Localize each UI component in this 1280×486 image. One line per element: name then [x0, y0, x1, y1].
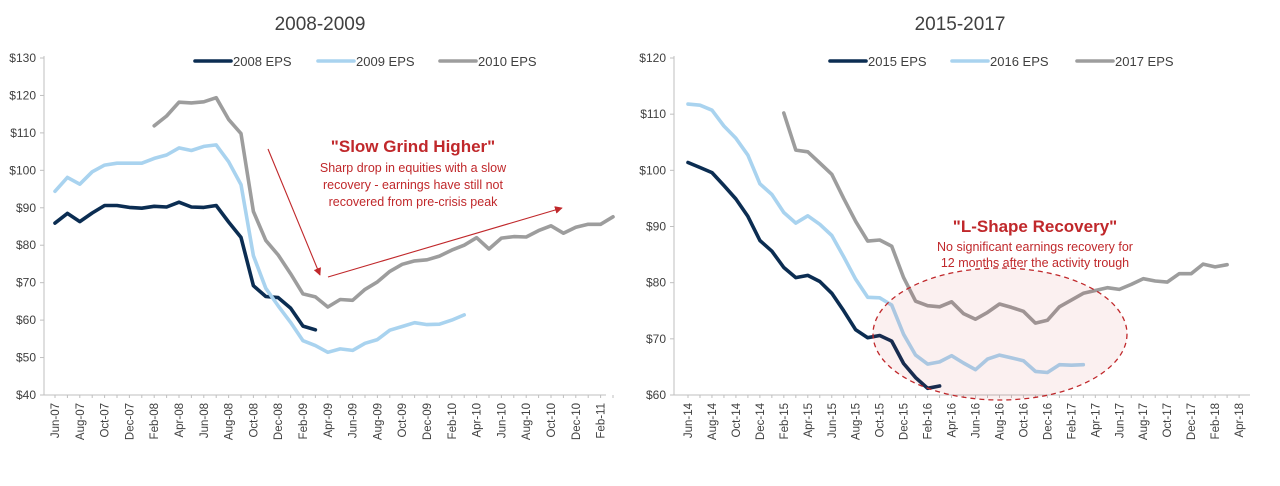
x-tick-label: Feb-15 [779, 403, 791, 439]
y-tick-label: $100 [9, 163, 36, 177]
x-tick-label: Feb-08 [149, 403, 161, 439]
x-tick-label: Apr-09 [323, 403, 335, 438]
x-tick-label: Oct-15 [875, 403, 887, 438]
x-tick-label: Apr-17 [1090, 403, 1102, 438]
x-tick-label: Feb-11 [596, 403, 608, 439]
y-tick-label: $100 [639, 163, 666, 177]
x-tick-label: Jun-14 [683, 402, 695, 438]
x-tick-label: Feb-09 [298, 403, 310, 439]
annotation-text-line: No significant earnings recovery for [937, 240, 1133, 254]
x-tick-label: Jun-07 [50, 403, 62, 438]
x-tick-label: Jun-10 [496, 403, 508, 438]
y-tick-label: $70 [646, 332, 666, 346]
chart-panel-1: 2008-2009 $40 $50 $60 $70 $80 $90 $100 $110 $120 $… [9, 14, 615, 440]
y-tick-label: $60 [16, 313, 36, 327]
x-tick-label: Apr-10 [472, 403, 484, 438]
x-tick-label: Dec-08 [273, 403, 285, 440]
y-tick-label: $80 [16, 238, 36, 252]
chart-panel-2: 2015-2017 $60 $70 $80 $90 $100 $110 $120 Jun-14 A… [639, 14, 1250, 440]
annotation-text-line: recovered from pre-crisis peak [329, 195, 499, 209]
x-tick-label: Feb-17 [1066, 403, 1078, 439]
chart-title: 2015-2017 [915, 14, 1006, 35]
x-tick-label: Jun-17 [1114, 403, 1126, 438]
y-tick-label: $110 [10, 126, 36, 140]
x-tick-label: Aug-09 [372, 403, 384, 440]
x-tick-label: Oct-09 [397, 403, 409, 438]
y-tick-label: $40 [16, 388, 36, 402]
x-tick-label: Feb-18 [1210, 403, 1222, 439]
x-tick-label: Jun-16 [971, 403, 983, 438]
annotation-arrow [267, 148, 321, 276]
y-tick-label: $90 [16, 201, 36, 215]
annotation-text-line: Sharp drop in equities with a slow [320, 161, 507, 175]
series-line-2015-eps [686, 160, 942, 391]
x-tick-label: Dec-10 [571, 403, 583, 440]
annotation-title: "Slow Grind Higher" [331, 137, 495, 156]
y-tick-label: $120 [9, 88, 36, 102]
series-line-2010-eps [152, 95, 615, 309]
x-tick-label: Feb-16 [923, 403, 935, 439]
x-tick-label: Dec-09 [422, 403, 434, 440]
x-tick-label: Dec-14 [755, 402, 767, 440]
x-tick-label: Aug-14 [707, 402, 719, 440]
series-line-2016-eps [686, 102, 1086, 375]
y-tick-label: $130 [9, 51, 36, 65]
annotation-text-line: 12 months after the activity trough [941, 256, 1129, 270]
x-tick-label: Apr-16 [947, 403, 959, 438]
annotation-text-line: recovery - earnings have still not [323, 178, 503, 192]
legend-label: 2009 EPS [356, 54, 415, 69]
x-tick-label: Aug-16 [994, 403, 1006, 440]
y-tick-label: $70 [16, 276, 36, 290]
x-tick-label: Apr-18 [1234, 403, 1246, 438]
x-tick-label: Aug-08 [224, 403, 236, 440]
chart-title: 2008-2009 [275, 14, 366, 35]
x-tick-label: Dec-16 [1042, 403, 1054, 440]
x-tick-label: Apr-15 [803, 403, 815, 438]
x-tick-label: Jun-08 [199, 403, 211, 438]
x-tick-label: Oct-07 [100, 403, 112, 438]
x-tick-label: Aug-15 [851, 403, 863, 440]
x-tick-label: Jun-09 [348, 403, 360, 438]
y-tick-label: $60 [646, 388, 666, 402]
x-tick-label: Dec-17 [1186, 403, 1198, 440]
legend-label: 2015 EPS [868, 54, 927, 69]
y-tick-label: $80 [646, 276, 666, 290]
trough-highlight-ellipse [872, 267, 1128, 401]
y-tick-label: $120 [639, 51, 666, 65]
legend-label: 2017 EPS [1115, 54, 1174, 69]
series-line-2009-eps [53, 143, 467, 355]
y-tick-label: $110 [640, 107, 666, 121]
x-tick-label: Dec-15 [899, 403, 911, 440]
x-tick-label: Oct-17 [1162, 403, 1174, 438]
annotation-arrow [327, 206, 563, 278]
x-tick-label: Jun-15 [827, 403, 839, 438]
x-tick-label: Dec-07 [124, 403, 136, 440]
legend-label: 2010 EPS [478, 54, 537, 69]
x-tick-label: Aug-17 [1138, 403, 1150, 440]
x-tick-label: Oct-10 [546, 403, 558, 438]
series-line-2017-eps [781, 111, 1229, 325]
y-tick-label: $90 [646, 220, 666, 234]
x-tick-label: Oct-16 [1018, 403, 1030, 438]
series-line-2008-eps [53, 200, 318, 332]
x-tick-label: Oct-08 [248, 403, 260, 438]
annotation-title: "L-Shape Recovery" [953, 217, 1117, 236]
y-tick-label: $50 [16, 351, 36, 365]
x-tick-label: Oct-14 [731, 402, 743, 437]
x-tick-label: Feb-10 [447, 403, 459, 439]
x-tick-label: Aug-10 [521, 403, 533, 440]
x-tick-label: Apr-08 [174, 403, 186, 438]
legend-label: 2016 EPS [990, 54, 1049, 69]
legend-label: 2008 EPS [233, 54, 292, 69]
x-tick-label: Aug-07 [75, 403, 87, 440]
